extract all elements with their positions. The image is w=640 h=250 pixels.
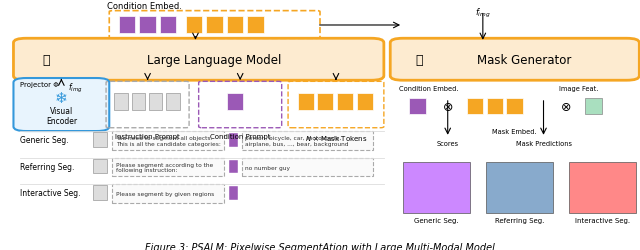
Bar [149,94,163,110]
Bar [229,134,238,147]
Text: $f_{img}$: $f_{img}$ [475,7,491,20]
FancyBboxPatch shape [13,79,109,132]
Text: Figure 3: PSALM: Pixelwise SegmentAtion with Large Multi-Modal Model: Figure 3: PSALM: Pixelwise SegmentAtion … [145,242,495,250]
Bar [506,98,523,115]
Text: $N$ × Mask Tokens: $N$ × Mask Tokens [305,134,367,143]
Text: Scores: Scores [436,140,459,146]
Text: ⊗: ⊗ [442,101,453,114]
FancyBboxPatch shape [242,132,373,150]
Text: person, bicycle, car, motorcycle,
airplane, bus, ..., bear, background: person, bicycle, car, motorcycle, airpla… [244,136,348,146]
Text: Interactive Seg.: Interactive Seg. [575,217,630,223]
Bar [93,186,108,200]
Bar [229,160,238,174]
Bar [132,94,145,110]
Bar [467,98,483,115]
FancyBboxPatch shape [113,158,224,177]
Text: Instruction Prompt: Instruction Prompt [115,134,180,140]
Bar [227,17,243,34]
Text: Condition Embed.: Condition Embed. [107,2,182,11]
Text: Image Feat.: Image Feat. [559,85,598,91]
Bar [585,98,602,115]
Text: 🔥: 🔥 [416,54,423,66]
Bar [247,17,264,34]
Text: Please segment by given regions: Please segment by given regions [116,191,214,196]
Text: Condition Prompt: Condition Prompt [210,134,271,140]
Text: Condition Embed.: Condition Embed. [399,85,458,91]
Text: Mask Generator: Mask Generator [477,54,572,66]
Text: $f_{img}$: $f_{img}$ [68,82,83,95]
Text: Interactive Seg.: Interactive Seg. [20,189,81,198]
Bar [569,162,636,213]
FancyBboxPatch shape [113,184,224,203]
Bar [486,162,553,213]
Bar [160,17,176,34]
Bar [403,162,470,213]
Text: Large Language Model: Large Language Model [147,54,282,66]
Bar [140,17,156,34]
Bar [119,17,136,34]
Bar [186,17,202,34]
Bar [229,186,238,200]
Bar [166,94,179,110]
Bar [206,17,223,34]
FancyBboxPatch shape [113,132,224,150]
FancyBboxPatch shape [242,158,373,177]
Text: Mask Predictions: Mask Predictions [515,140,572,146]
Text: Mask Embed.: Mask Embed. [492,128,537,134]
Text: Please segment according to the
following instruction:: Please segment according to the followin… [116,162,213,173]
Bar [486,98,503,115]
Bar [317,94,333,110]
Text: Referring Seg.: Referring Seg. [495,217,544,223]
Text: ❄: ❄ [55,91,68,106]
Text: Generic Seg.: Generic Seg. [414,217,458,223]
Bar [93,132,108,147]
Text: ⊗: ⊗ [561,101,571,114]
Text: 🔥: 🔥 [42,54,50,66]
Bar [357,94,373,110]
Bar [298,94,314,110]
Bar [93,159,108,173]
Text: Referring Seg.: Referring Seg. [20,162,74,171]
Bar [337,94,353,110]
Text: You need to segment all objects.
This is all the candidate categories:: You need to segment all objects. This is… [116,136,221,146]
Bar [115,94,128,110]
Text: Generic Seg.: Generic Seg. [20,136,68,145]
FancyBboxPatch shape [13,39,384,81]
FancyBboxPatch shape [390,39,639,81]
Text: Visual
Encoder: Visual Encoder [46,106,77,126]
Bar [410,98,426,115]
Text: Projector Φ: Projector Φ [20,82,58,88]
Text: no number guy: no number guy [244,165,290,170]
Bar [227,94,243,110]
